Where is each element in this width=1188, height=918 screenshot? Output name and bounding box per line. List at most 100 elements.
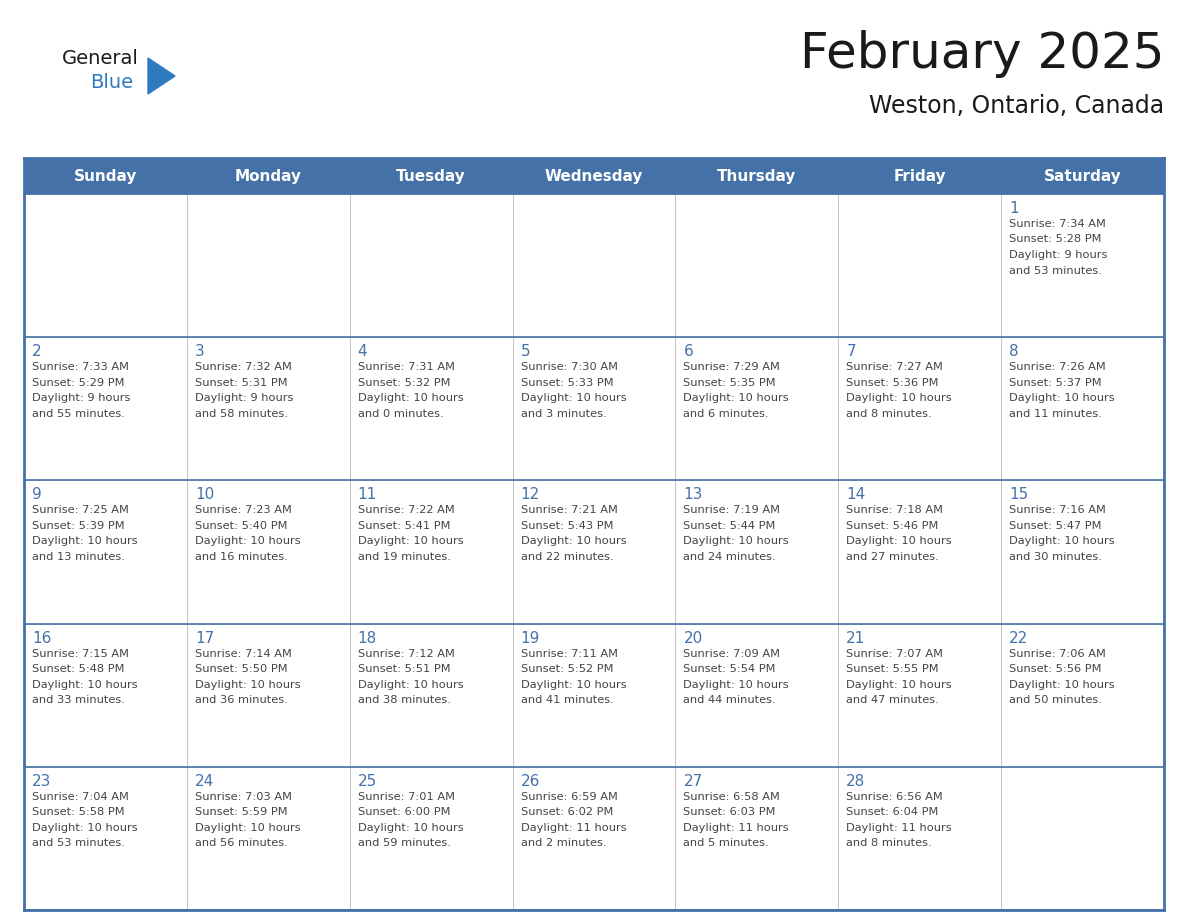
Text: and 53 minutes.: and 53 minutes.: [1009, 265, 1102, 275]
Bar: [1001, 767, 1164, 910]
Text: 9: 9: [32, 487, 42, 502]
Text: Sunrise: 7:03 AM: Sunrise: 7:03 AM: [195, 792, 292, 801]
Text: Daylight: 10 hours: Daylight: 10 hours: [846, 536, 952, 546]
Text: Daylight: 10 hours: Daylight: 10 hours: [358, 823, 463, 833]
Text: Sunrise: 7:12 AM: Sunrise: 7:12 AM: [358, 649, 455, 658]
Bar: [187, 623, 349, 767]
Text: Sunrise: 6:59 AM: Sunrise: 6:59 AM: [520, 792, 618, 801]
Text: Daylight: 11 hours: Daylight: 11 hours: [683, 823, 789, 833]
Text: and 58 minutes.: and 58 minutes.: [195, 409, 287, 419]
Text: Daylight: 11 hours: Daylight: 11 hours: [520, 823, 626, 833]
Text: 17: 17: [195, 631, 214, 645]
Text: and 11 minutes.: and 11 minutes.: [1009, 409, 1102, 419]
Text: Thursday: Thursday: [718, 169, 796, 184]
Bar: [187, 194, 349, 337]
Text: Daylight: 10 hours: Daylight: 10 hours: [1009, 536, 1114, 546]
Text: and 27 minutes.: and 27 minutes.: [846, 552, 939, 562]
Text: Sunset: 5:47 PM: Sunset: 5:47 PM: [1009, 521, 1101, 531]
Bar: [512, 337, 676, 480]
Text: Daylight: 10 hours: Daylight: 10 hours: [195, 536, 301, 546]
Text: Daylight: 10 hours: Daylight: 10 hours: [683, 393, 789, 403]
Text: Sunrise: 7:21 AM: Sunrise: 7:21 AM: [520, 506, 618, 515]
Bar: [1001, 337, 1164, 480]
Text: Sunrise: 7:04 AM: Sunrise: 7:04 AM: [32, 792, 128, 801]
Text: Daylight: 11 hours: Daylight: 11 hours: [846, 823, 952, 833]
Text: Sunset: 5:28 PM: Sunset: 5:28 PM: [1009, 234, 1101, 244]
Text: Sunset: 5:43 PM: Sunset: 5:43 PM: [520, 521, 613, 531]
Text: Sunset: 5:44 PM: Sunset: 5:44 PM: [683, 521, 776, 531]
Text: and 13 minutes.: and 13 minutes.: [32, 552, 125, 562]
Text: Sunset: 5:55 PM: Sunset: 5:55 PM: [846, 664, 939, 674]
Text: 4: 4: [358, 344, 367, 359]
Bar: [187, 158, 349, 194]
Text: Daylight: 10 hours: Daylight: 10 hours: [195, 679, 301, 689]
Bar: [1001, 194, 1164, 337]
Text: 18: 18: [358, 631, 377, 645]
Text: 1: 1: [1009, 201, 1019, 216]
Text: Sunrise: 7:09 AM: Sunrise: 7:09 AM: [683, 649, 781, 658]
Text: Daylight: 10 hours: Daylight: 10 hours: [32, 536, 138, 546]
Bar: [187, 337, 349, 480]
Text: Sunrise: 6:58 AM: Sunrise: 6:58 AM: [683, 792, 781, 801]
Bar: [676, 337, 839, 480]
Text: 2: 2: [32, 344, 42, 359]
Text: Sunset: 5:29 PM: Sunset: 5:29 PM: [32, 377, 125, 387]
Text: 20: 20: [683, 631, 702, 645]
Bar: [24, 767, 187, 910]
Text: Daylight: 10 hours: Daylight: 10 hours: [846, 393, 952, 403]
Text: 14: 14: [846, 487, 866, 502]
Text: 8: 8: [1009, 344, 1019, 359]
Text: and 24 minutes.: and 24 minutes.: [683, 552, 776, 562]
Text: and 30 minutes.: and 30 minutes.: [1009, 552, 1102, 562]
Bar: [676, 767, 839, 910]
Bar: [839, 480, 1001, 623]
Text: Daylight: 10 hours: Daylight: 10 hours: [683, 536, 789, 546]
Text: Daylight: 9 hours: Daylight: 9 hours: [1009, 250, 1107, 260]
Text: Blue: Blue: [90, 73, 133, 92]
Text: 26: 26: [520, 774, 541, 789]
Text: and 44 minutes.: and 44 minutes.: [683, 695, 776, 705]
Text: 7: 7: [846, 344, 855, 359]
Text: Sunrise: 6:56 AM: Sunrise: 6:56 AM: [846, 792, 943, 801]
Bar: [676, 623, 839, 767]
Text: Daylight: 10 hours: Daylight: 10 hours: [520, 536, 626, 546]
Text: Sunrise: 7:32 AM: Sunrise: 7:32 AM: [195, 363, 292, 372]
Text: 28: 28: [846, 774, 866, 789]
Text: 5: 5: [520, 344, 530, 359]
Text: and 3 minutes.: and 3 minutes.: [520, 409, 606, 419]
Text: Sunrise: 7:30 AM: Sunrise: 7:30 AM: [520, 363, 618, 372]
Text: Sunset: 5:59 PM: Sunset: 5:59 PM: [195, 807, 287, 817]
Text: Sunrise: 7:11 AM: Sunrise: 7:11 AM: [520, 649, 618, 658]
Text: Sunrise: 7:19 AM: Sunrise: 7:19 AM: [683, 506, 781, 515]
Text: Daylight: 9 hours: Daylight: 9 hours: [32, 393, 131, 403]
Text: Sunrise: 7:25 AM: Sunrise: 7:25 AM: [32, 506, 128, 515]
Text: Daylight: 10 hours: Daylight: 10 hours: [358, 393, 463, 403]
Bar: [676, 480, 839, 623]
Text: and 47 minutes.: and 47 minutes.: [846, 695, 939, 705]
Bar: [1001, 158, 1164, 194]
Text: Daylight: 10 hours: Daylight: 10 hours: [1009, 679, 1114, 689]
Bar: [512, 767, 676, 910]
Text: and 2 minutes.: and 2 minutes.: [520, 838, 606, 848]
Text: and 33 minutes.: and 33 minutes.: [32, 695, 125, 705]
Bar: [839, 767, 1001, 910]
Text: 12: 12: [520, 487, 539, 502]
Text: Sunset: 5:48 PM: Sunset: 5:48 PM: [32, 664, 125, 674]
Text: Daylight: 10 hours: Daylight: 10 hours: [683, 679, 789, 689]
Text: General: General: [62, 49, 139, 68]
Bar: [349, 623, 512, 767]
Text: Sunset: 5:52 PM: Sunset: 5:52 PM: [520, 664, 613, 674]
Text: Sunset: 5:50 PM: Sunset: 5:50 PM: [195, 664, 287, 674]
Bar: [349, 158, 512, 194]
Text: Sunset: 5:51 PM: Sunset: 5:51 PM: [358, 664, 450, 674]
Text: Sunrise: 7:26 AM: Sunrise: 7:26 AM: [1009, 363, 1106, 372]
Bar: [24, 337, 187, 480]
Text: Daylight: 10 hours: Daylight: 10 hours: [358, 679, 463, 689]
Text: Sunset: 5:36 PM: Sunset: 5:36 PM: [846, 377, 939, 387]
Text: Friday: Friday: [893, 169, 946, 184]
Text: 11: 11: [358, 487, 377, 502]
Text: and 55 minutes.: and 55 minutes.: [32, 409, 125, 419]
Text: and 16 minutes.: and 16 minutes.: [195, 552, 287, 562]
Text: Sunset: 6:04 PM: Sunset: 6:04 PM: [846, 807, 939, 817]
Bar: [512, 480, 676, 623]
